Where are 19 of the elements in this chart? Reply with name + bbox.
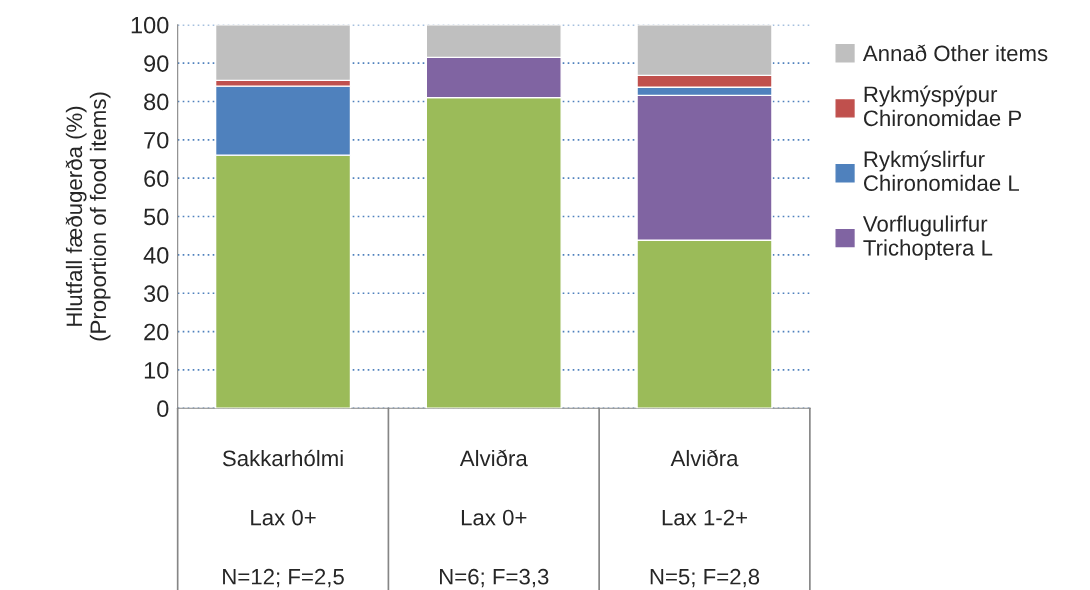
category-label: Alviðra Lax 0+ N=6; F=3,3 [440,449,549,588]
y-tick-label: 60 [144,170,169,187]
y-tick-label: 80 [144,93,169,111]
y-tick-label: 90 [144,55,169,72]
legend-label: Rykmýspýpur Chironomidae P [863,85,1022,127]
y-tick-label: 40 [143,246,169,264]
y-tick-label: 10 [144,362,169,379]
legend-label: Rykmýslirfur Chironomidae L [863,150,1019,192]
y-axis-title: Hlutfall fæðugerða (%) (Proportion of food items) [65,92,111,341]
y-tick-label: 0 [157,400,169,418]
y-tick-label: 20 [144,323,169,341]
legend-label: Vorflugulirfur Trichoptera L [862,215,993,261]
legend-label: Annað Other items [862,44,1048,62]
y-tick-label: 50 [144,208,169,226]
y-tick-label: 70 [144,131,169,149]
category-label: Alviðra Lax 1-2+ N=5; F=2,8 [650,449,760,588]
category-label: Sakkarhólmi Lax 0+ N=12; F=2,5 [222,449,344,588]
y-tick-label: 100 [131,16,169,34]
y-tick-label: 30 [143,285,169,303]
